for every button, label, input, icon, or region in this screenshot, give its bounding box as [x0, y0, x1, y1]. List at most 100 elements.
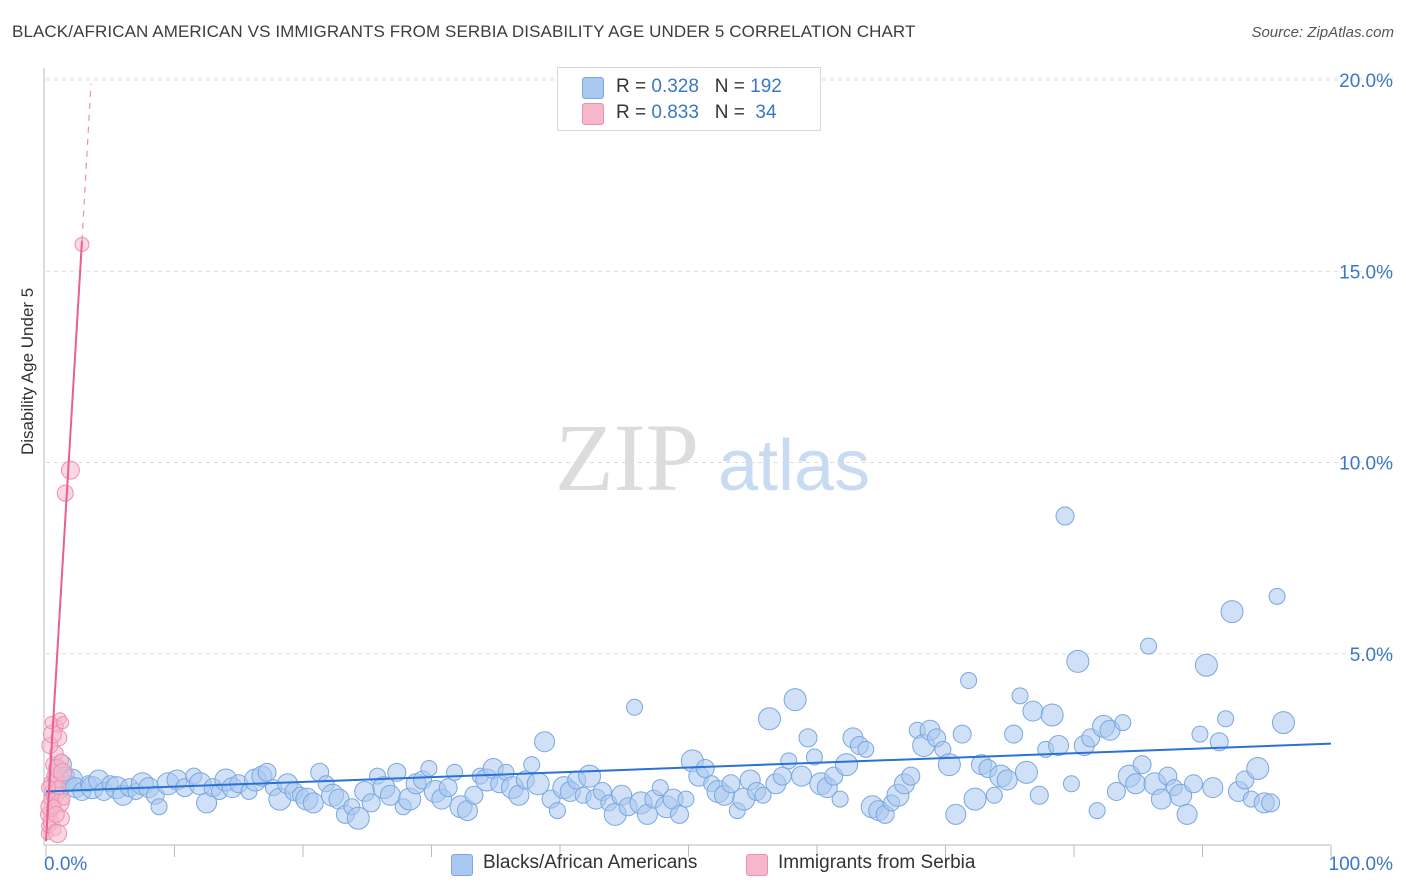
blue-data-point [1132, 755, 1152, 775]
blue-data-point [831, 790, 849, 808]
blue-data-point [1106, 781, 1126, 801]
blue-data-point [302, 792, 324, 814]
blue-data-point [937, 753, 961, 777]
legend-swatch-pink [582, 103, 604, 125]
watermark-atlas: atlas [718, 426, 870, 506]
pink-trend-line [45, 240, 83, 842]
blue-data-point [387, 762, 407, 782]
blue-data-point [1022, 700, 1044, 722]
y-axis-label: Disability Age Under 5 [18, 287, 37, 455]
blue-data-point [1125, 773, 1147, 795]
blue-data-point [791, 765, 813, 787]
blue-data-point [523, 756, 541, 774]
bottom-legend-swatch-pink [746, 854, 768, 876]
legend-text-blue: R = 0.328 N = 192 [616, 76, 782, 98]
blue-data-point [996, 769, 1018, 791]
blue-data-point [670, 804, 690, 824]
blue-data-point [150, 798, 168, 816]
pink-data-point [48, 824, 68, 844]
pink-data-point [60, 460, 80, 480]
blue-data-point [548, 802, 566, 820]
legend-n-value-blue: 192 [750, 76, 782, 97]
blue-data-point [1055, 506, 1075, 526]
blue-data-point [857, 740, 875, 758]
blue-data-point [1048, 735, 1070, 757]
blue-data-point [1217, 710, 1235, 728]
blue-data-point [1209, 732, 1229, 752]
blue-data-point [464, 785, 484, 805]
y-tick-label: 10.0% [1339, 454, 1393, 475]
x-tick-label-max: 100.0% [1329, 854, 1394, 875]
blue-data-point [677, 790, 695, 808]
blue-data-point [1220, 600, 1244, 624]
bottom-legend-label-pink: Immigrants from Serbia [778, 852, 976, 873]
legend-r-value-pink: 0.833 [651, 102, 699, 123]
blue-data-point [754, 786, 772, 804]
pink-data-point [56, 484, 74, 502]
y-tick-label: 20.0% [1339, 71, 1393, 92]
blue-data-point [772, 766, 792, 786]
blue-data-point [963, 787, 987, 811]
blue-data-point [952, 724, 972, 744]
blue-data-point [346, 806, 370, 830]
pink-data-point [53, 762, 73, 782]
legend-n-label-pink: N = [714, 102, 751, 123]
blue-data-point [1040, 703, 1064, 727]
blue-data-point [798, 728, 818, 748]
watermark: ZIP atlas [555, 404, 870, 511]
blue-data-point [1004, 724, 1024, 744]
blue-data-point [780, 752, 798, 770]
blue-data-point [626, 698, 644, 716]
x-tick-label-min: 0.0% [44, 854, 87, 875]
blue-data-point [1191, 725, 1209, 743]
blue-data-point [783, 688, 807, 712]
trend-lines [45, 83, 1332, 842]
axes [43, 68, 1332, 857]
blue-data-point [1268, 587, 1286, 605]
grid-lines [46, 77, 1393, 655]
blue-data-point [960, 672, 978, 690]
bottom-legend-label-blue: Blacks/African Americans [483, 852, 698, 873]
blue-data-point [534, 731, 556, 753]
bottom-legend-swatch-blue [451, 854, 473, 876]
blue-data-point [1066, 649, 1090, 673]
chart-title: BLACK/AFRICAN AMERICAN VS IMMIGRANTS FRO… [12, 22, 916, 41]
pink-data-point [44, 716, 58, 730]
blue-data-point [446, 763, 464, 781]
blue-data-point [1202, 777, 1224, 799]
blue-trend-line [45, 742, 1332, 793]
blue-data-point [945, 803, 967, 825]
blue-data-point [438, 778, 458, 798]
blue-data-point [1184, 774, 1204, 794]
tick-labels: 5.0% 10.0% 15.0% 20.0% 0.0% 100.0% [44, 71, 1393, 875]
legend-n-value-pink: 34 [750, 102, 777, 123]
blue-data-point [420, 760, 438, 777]
blue-data-point [1140, 637, 1158, 655]
blue-data-point [1029, 785, 1049, 805]
correlation-legend: R = 0.328 N = 192 R = 0.833 N = 34 [557, 67, 821, 131]
blue-data-point [257, 762, 277, 782]
blue-data-point [1011, 687, 1029, 705]
y-tick-label: 5.0% [1350, 645, 1393, 666]
legend-r-value-blue: 0.328 [651, 76, 699, 97]
blue-data-point [805, 748, 823, 766]
blue-data-point [1014, 760, 1038, 784]
y-tick-label: 15.0% [1339, 262, 1393, 283]
blue-data-point [1261, 793, 1281, 813]
blue-data-point [1062, 775, 1080, 793]
legend-text-pink: R = 0.833 N = 34 [616, 102, 777, 124]
pink-points-group [40, 236, 90, 844]
blue-data-point [1176, 803, 1198, 825]
blue-data-point [757, 707, 781, 731]
blue-data-point [1114, 714, 1132, 732]
source-credit: Source: ZipAtlas.com [1251, 24, 1394, 41]
blue-data-point [695, 759, 715, 778]
pink-data-point [57, 792, 71, 806]
blue-points-group [47, 506, 1295, 830]
blue-data-point [835, 753, 859, 777]
legend-n-label-blue: N = [714, 76, 751, 97]
watermark-zip: ZIP [555, 404, 699, 511]
blue-data-point [1246, 757, 1270, 780]
blue-data-point [361, 793, 381, 813]
